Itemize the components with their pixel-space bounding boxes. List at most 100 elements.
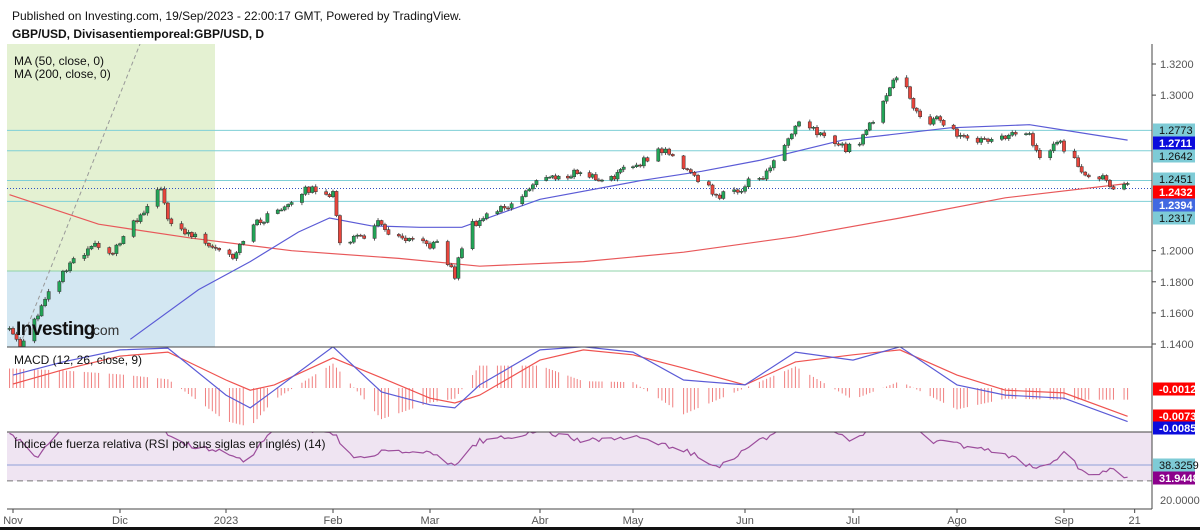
candle-body [21,340,26,347]
candle [935,115,939,121]
candle-body [118,243,122,246]
candle-body [179,223,184,230]
candle-body [836,143,841,146]
candle [1027,131,1032,136]
candle-body [914,107,919,112]
candle-body [449,264,454,268]
candle-body [379,220,384,225]
candle [710,183,715,197]
candle [696,173,700,184]
candle [572,168,576,180]
candle-body [590,174,595,178]
rsi-label-text: 38.3259 [1159,460,1199,472]
candle [162,186,167,205]
candle [645,156,650,163]
candle [941,119,946,127]
candle [1048,149,1053,161]
candle [1055,140,1059,146]
candle [1010,130,1015,137]
time-tick-label: Ago [947,515,967,527]
candle-body [881,100,886,123]
candle [121,235,126,245]
candle [1034,143,1039,153]
candle [118,242,122,247]
candle-body [445,241,450,265]
candle-body [114,244,119,254]
candle-body [300,194,304,203]
candle-body [251,224,256,242]
candle-body [121,236,126,244]
candle-body [262,222,266,224]
candle [82,253,87,261]
candle [843,141,848,154]
candle [1122,181,1126,191]
candle [474,219,478,227]
candle [884,93,889,104]
candle [914,107,919,114]
candle-body [707,181,711,186]
candle [64,269,69,274]
candle [241,240,246,246]
candle-body [383,224,387,230]
candle [300,193,304,206]
candle [327,192,332,198]
candle-body [1122,183,1126,190]
candle-body [355,234,360,237]
candle [481,216,486,223]
candle-body [258,219,263,223]
candle-body [572,169,576,178]
candle [1000,133,1004,141]
candle [544,175,549,182]
candle-body [484,213,489,219]
candle-body [376,220,380,227]
candle-body [1027,133,1032,135]
candle [918,108,922,119]
candle-body [506,207,510,210]
candle-body [495,211,500,214]
candle-body [1031,133,1035,146]
candle-body [789,133,794,139]
candle [833,134,837,147]
candle [1079,164,1084,174]
candle-body [334,191,339,216]
candle [1111,185,1116,190]
candle [509,201,514,211]
candle [881,100,886,125]
candle [61,269,65,284]
candle [203,232,208,246]
candle [951,123,956,130]
candle-body [527,188,532,192]
candle [638,163,643,168]
candle [372,223,377,241]
candle-body [1013,132,1018,135]
candle-body [186,232,191,235]
candle-body [227,249,232,255]
candle [692,171,697,177]
candle [1006,133,1011,141]
candle [289,200,294,207]
candle [556,175,561,181]
candle [1013,130,1018,137]
candle [566,174,570,181]
price-label: 1.2394 [1153,198,1195,212]
macd-label-bg [1153,409,1195,423]
candle [166,201,170,222]
macd-label: -0.0085 [1153,421,1196,435]
macd-label: -0.0012 [1153,382,1196,396]
candle-body [282,206,287,211]
candle-body [667,148,671,155]
candle [1062,139,1066,154]
candle-body [975,137,980,143]
candle [1072,148,1077,159]
candle [306,186,311,195]
price-label-text: 1.2451 [1159,174,1193,186]
candle-body [327,194,332,197]
candle-body [460,248,464,258]
candle [193,232,198,239]
candle [894,76,899,83]
candle [396,233,401,238]
candle [520,194,525,206]
candle [107,246,112,256]
legend-ma200: MA (200, close, 0) [14,67,111,81]
